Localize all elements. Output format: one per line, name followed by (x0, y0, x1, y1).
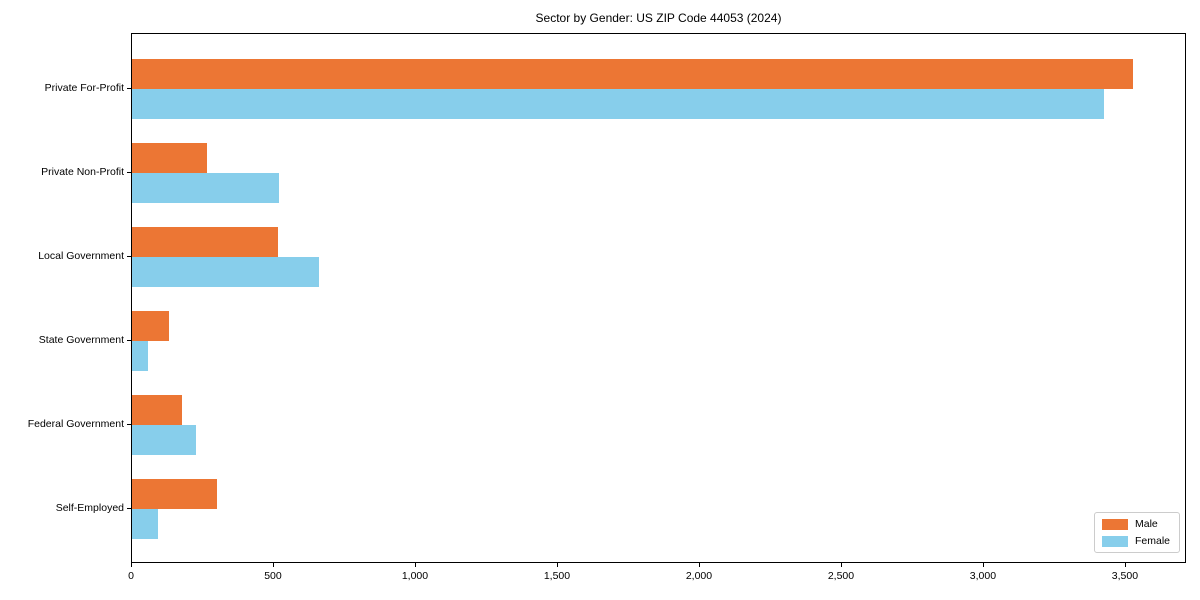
xtick-mark-7 (1124, 563, 1126, 567)
ytick-mark-4 (127, 424, 131, 425)
legend-item-male: Male (1101, 518, 1170, 530)
bar-male-1 (132, 143, 208, 173)
xtick-label-5: 2,500 (827, 570, 855, 582)
xtick-label-7: 3,500 (1111, 570, 1139, 582)
ytick-label-1: Private Non-Profit (41, 166, 124, 178)
ytick-label-3: State Government (38, 334, 124, 346)
chart-title: Sector by Gender: US ZIP Code 44053 (202… (535, 11, 782, 25)
bar-female-1 (132, 173, 280, 203)
xtick-label-0: 0 (128, 570, 134, 582)
ytick-mark-2 (127, 256, 131, 257)
xtick-mark-4 (698, 563, 700, 567)
xtick-mark-2 (414, 563, 416, 567)
bar-male-0 (132, 59, 1133, 89)
ytick-mark-0 (127, 88, 131, 89)
legend-item-female: Female (1101, 535, 1170, 547)
legend-label-male: Male (1134, 518, 1158, 530)
xtick-mark-5 (840, 563, 842, 567)
ytick-mark-3 (127, 340, 131, 341)
bar-male-2 (132, 227, 278, 257)
xtick-label-2: 1,000 (401, 570, 429, 582)
legend-swatch-female (1101, 535, 1128, 547)
xtick-mark-1 (272, 563, 274, 567)
ytick-label-2: Local Government (38, 250, 124, 262)
bar-female-2 (132, 257, 320, 287)
plot-area: Male Female (131, 33, 1186, 563)
xtick-label-6: 3,000 (969, 570, 997, 582)
ytick-label-5: Self-Employed (55, 502, 124, 514)
bar-male-3 (132, 311, 169, 341)
ytick-label-0: Private For-Profit (44, 82, 124, 94)
legend: Male Female (1093, 512, 1180, 553)
bar-female-4 (132, 425, 196, 455)
bar-female-0 (132, 89, 1105, 119)
xtick-label-1: 500 (264, 570, 282, 582)
bar-female-5 (132, 509, 158, 539)
legend-label-female: Female (1134, 535, 1170, 547)
bar-female-3 (132, 341, 148, 371)
ytick-label-4: Federal Government (27, 418, 124, 430)
xtick-mark-3 (556, 563, 558, 567)
bar-male-4 (132, 395, 182, 425)
xtick-mark-0 (131, 563, 132, 567)
xtick-label-4: 2,000 (685, 570, 713, 582)
legend-swatch-male (1101, 518, 1128, 530)
xtick-label-3: 1,500 (543, 570, 571, 582)
bar-male-5 (132, 479, 218, 509)
ytick-mark-5 (127, 508, 131, 509)
xtick-mark-6 (982, 563, 984, 567)
ytick-mark-1 (127, 172, 131, 173)
